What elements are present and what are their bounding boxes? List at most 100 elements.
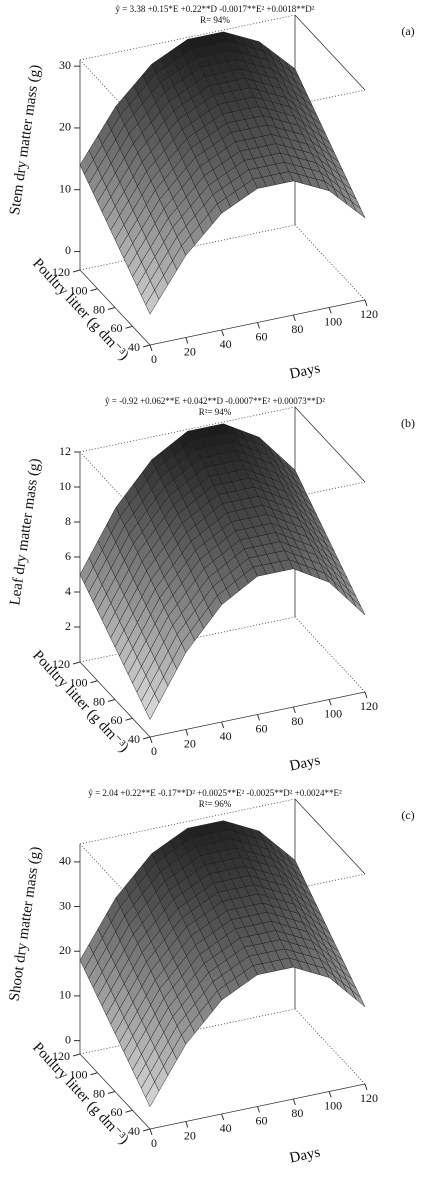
z-tick-label: 8 — [65, 514, 71, 528]
z-tick-label: 10 — [59, 479, 71, 493]
x-tick-label: 120 — [360, 1091, 378, 1105]
x-tick-label: 20 — [184, 1128, 196, 1142]
x-tick — [292, 1098, 296, 1106]
x-axis-label: Days — [288, 360, 322, 382]
y-axis-label: Poultry litter (g dm⁻³) — [29, 648, 131, 756]
x-tick-label: 120 — [360, 699, 378, 713]
box-edge — [79, 406, 296, 453]
surface-cell — [351, 597, 366, 616]
panel-label: (b) — [401, 416, 415, 430]
y-tick-label: 40 — [128, 1124, 140, 1138]
box-edge — [79, 59, 151, 136]
x-tick — [149, 1128, 153, 1136]
y-tick — [72, 269, 81, 273]
x-tick-label: 80 — [291, 1106, 303, 1120]
x-tick-label: 20 — [184, 344, 196, 358]
panel-label: (c) — [401, 808, 414, 822]
box-edge — [79, 1008, 296, 1055]
x-tick-label: 60 — [256, 721, 268, 735]
x-tick — [185, 1121, 189, 1128]
x-tick-label: 40 — [220, 1121, 232, 1135]
box-edge — [79, 843, 151, 920]
z-tick-label: 12 — [59, 444, 71, 458]
z-tick-label: 4 — [65, 584, 71, 598]
x-tick-label: 0 — [151, 744, 157, 758]
y-tick — [72, 661, 81, 665]
y-tick — [125, 325, 133, 329]
box-edge — [294, 616, 366, 693]
z-tick-label: 0 — [65, 1032, 71, 1046]
x-axis-label: Days — [288, 1144, 322, 1166]
box-edge — [79, 798, 296, 845]
y-tick — [107, 699, 116, 702]
chart-title: ŷ = -0.92 +0.062**E +0.042**D -0.0007**E… — [105, 396, 325, 406]
x-tick-label: 20 — [184, 736, 196, 750]
z-tick-label: 20 — [59, 120, 71, 134]
x-tick-label: 40 — [220, 337, 232, 351]
x-tick — [149, 736, 153, 744]
y-tick-label: 120 — [52, 657, 70, 671]
x-axis-label: Days — [288, 752, 322, 774]
x-tick — [328, 307, 332, 314]
z-tick-label: 30 — [59, 58, 71, 72]
x-tick — [292, 314, 296, 322]
y-tick-label: 100 — [70, 284, 88, 298]
x-tick — [221, 329, 225, 337]
surface-cell — [145, 693, 160, 720]
chart-subtitle: R²= 94% — [199, 407, 232, 417]
chart-title: ŷ = 2.04 +0.22**E -0.17**D² +0.0025**E² … — [88, 788, 342, 798]
y-tick-label: 120 — [52, 1049, 70, 1063]
y-tick — [142, 1128, 151, 1132]
x-tick — [364, 691, 368, 699]
surface-cell — [145, 289, 160, 315]
box-edge — [79, 451, 151, 528]
y-tick-label: 80 — [93, 1086, 105, 1100]
box-edge — [294, 406, 366, 483]
z-tick-label: 10 — [59, 988, 71, 1002]
x-tick — [257, 714, 260, 721]
y-tick — [90, 288, 98, 292]
z-tick-label: 2 — [65, 619, 71, 633]
box-edge — [294, 14, 366, 91]
y-tick-label: 60 — [111, 713, 123, 727]
y-tick-label: 40 — [128, 340, 140, 354]
x-tick — [257, 322, 260, 329]
x-tick-label: 100 — [324, 1098, 342, 1112]
x-tick-label: 0 — [151, 352, 157, 366]
y-tick — [90, 1072, 98, 1076]
y-tick-label: 80 — [93, 694, 105, 708]
y-tick — [107, 307, 116, 310]
y-tick-label: 60 — [111, 1105, 123, 1119]
y-tick-label: 120 — [52, 265, 70, 279]
y-tick-label: 40 — [128, 732, 140, 746]
x-tick — [185, 337, 189, 344]
z-axis-label: Leaf dry matter mass (g) — [7, 457, 43, 606]
chart-title: ŷ = 3.38 +0.15*E +0.22**D -0.0017**E² +0… — [116, 4, 315, 14]
y-tick — [142, 736, 151, 740]
x-tick-label: 60 — [256, 329, 268, 343]
x-tick — [221, 1113, 225, 1121]
y-tick-label: 80 — [93, 302, 105, 316]
panel-label: (a) — [401, 24, 414, 38]
x-tick — [149, 344, 153, 352]
z-tick-label: 20 — [59, 943, 71, 957]
box-edge — [294, 798, 366, 875]
z-tick-label: 6 — [65, 549, 71, 563]
x-tick-label: 80 — [291, 714, 303, 728]
x-tick — [292, 706, 296, 714]
box-edge — [79, 224, 296, 271]
x-tick — [185, 729, 189, 736]
x-tick — [364, 1083, 368, 1091]
x-tick-label: 100 — [324, 706, 342, 720]
z-tick-label: 0 — [65, 243, 71, 257]
y-tick-label: 100 — [70, 676, 88, 690]
x-tick-label: 100 — [324, 314, 342, 328]
x-tick — [364, 299, 368, 307]
z-tick-label: 10 — [59, 181, 71, 195]
box-edge — [294, 224, 366, 301]
x-tick-label: 60 — [256, 1113, 268, 1127]
y-axis-label: Poultry litter (g dm⁻³) — [29, 1040, 131, 1148]
